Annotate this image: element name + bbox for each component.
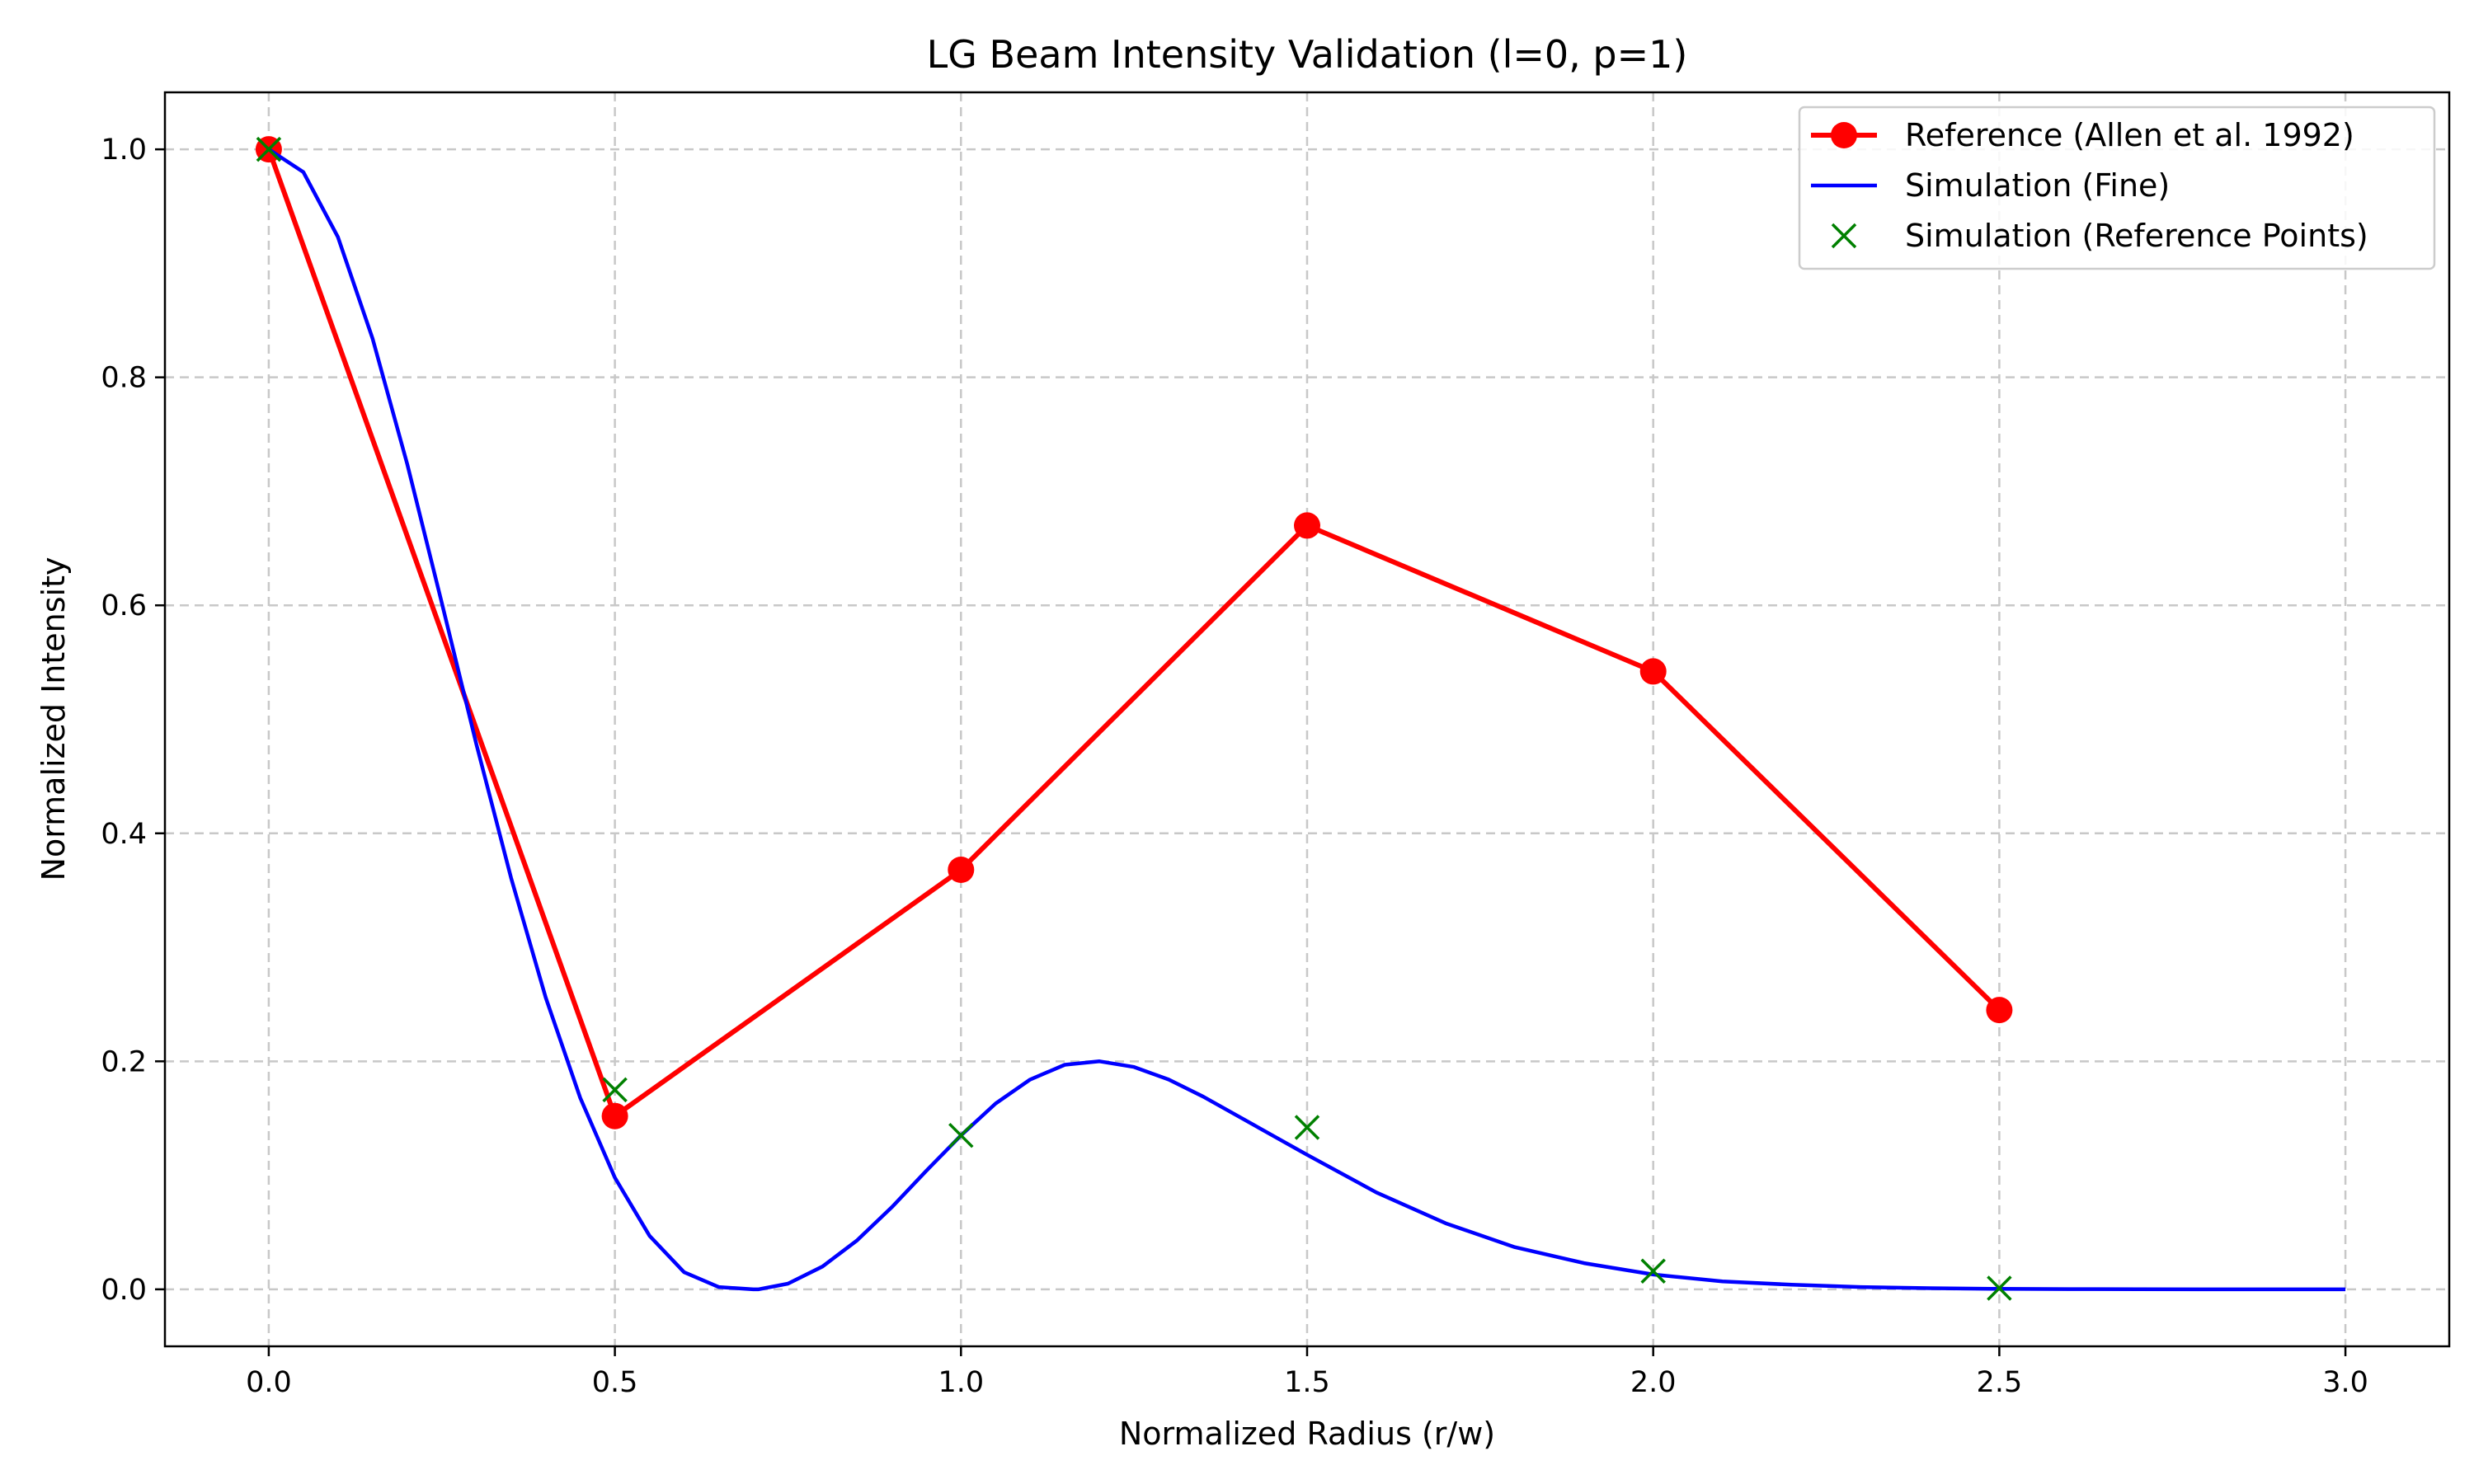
series-layer — [255, 136, 2346, 1301]
legend-points-marker-stroke — [1831, 223, 1857, 249]
legend-label: Simulation (Reference Points) — [1905, 218, 2368, 254]
legend-reference-marker — [1831, 122, 1857, 148]
y-tick-label: 0.0 — [101, 1274, 147, 1307]
chart-title: LG Beam Intensity Validation (l=0, p=1) — [927, 32, 1688, 77]
simulation-reference-point — [1640, 1258, 1666, 1284]
x-tick-label: 3.0 — [2322, 1366, 2368, 1399]
y-tick-label: 0.4 — [101, 818, 147, 851]
simulation-reference-point-stroke — [948, 1122, 974, 1148]
x-tick-label: 0.5 — [592, 1366, 638, 1399]
simulation-fine-line — [267, 148, 2346, 1292]
simulation-reference-point-stroke — [1294, 1115, 1320, 1140]
y-tick-label: 0.2 — [101, 1045, 147, 1078]
reference-series-line — [266, 148, 2001, 1119]
x-tick-label: 2.0 — [1630, 1366, 1677, 1399]
x-tick-label: 1.0 — [938, 1366, 984, 1399]
simulation-reference-point — [1294, 1115, 1320, 1140]
simulation-reference-point — [1987, 1275, 2012, 1301]
reference-point — [1294, 512, 1320, 539]
y-axis-label: Normalized Intensity — [35, 557, 72, 881]
legend-box — [1798, 106, 2436, 270]
legend-label: Simulation (Fine) — [1905, 167, 2170, 204]
simulation-reference-point-stroke — [256, 136, 282, 162]
x-axis-label: Normalized Radius (r/w) — [1119, 1416, 1495, 1452]
x-tick-label: 1.5 — [1284, 1366, 1330, 1399]
simulation-reference-point-stroke — [1987, 1275, 2012, 1301]
reference-point — [948, 857, 975, 884]
reference-point — [1986, 997, 2013, 1024]
y-tick-label: 0.8 — [101, 362, 147, 395]
legend-points-marker — [1831, 223, 1857, 249]
grid-layer — [165, 92, 2449, 1346]
reference-point — [601, 1102, 628, 1129]
y-tick-label: 0.6 — [101, 589, 147, 622]
reference-point — [1639, 658, 1667, 685]
simulation-reference-point — [602, 1077, 628, 1103]
simulation-reference-point — [256, 136, 282, 162]
simulation-reference-point-stroke — [602, 1077, 628, 1103]
x-tick-label: 0.0 — [246, 1366, 292, 1399]
x-tick-label: 2.5 — [1977, 1366, 2023, 1399]
legend-label: Reference (Allen et al. 1992) — [1905, 117, 2354, 153]
simulation-reference-point-stroke — [1640, 1258, 1666, 1284]
simulation-reference-point — [948, 1122, 974, 1148]
legend: Reference (Allen et al. 1992) Simulation … — [1798, 106, 2436, 270]
y-tick-label: 1.0 — [101, 134, 147, 167]
tick-layer: 0.0 0.5 1.0 1.5 2.0 2.5 3.0 0.0 0.2 0.4 0.6 0.8 1.0 — [101, 134, 2368, 1399]
